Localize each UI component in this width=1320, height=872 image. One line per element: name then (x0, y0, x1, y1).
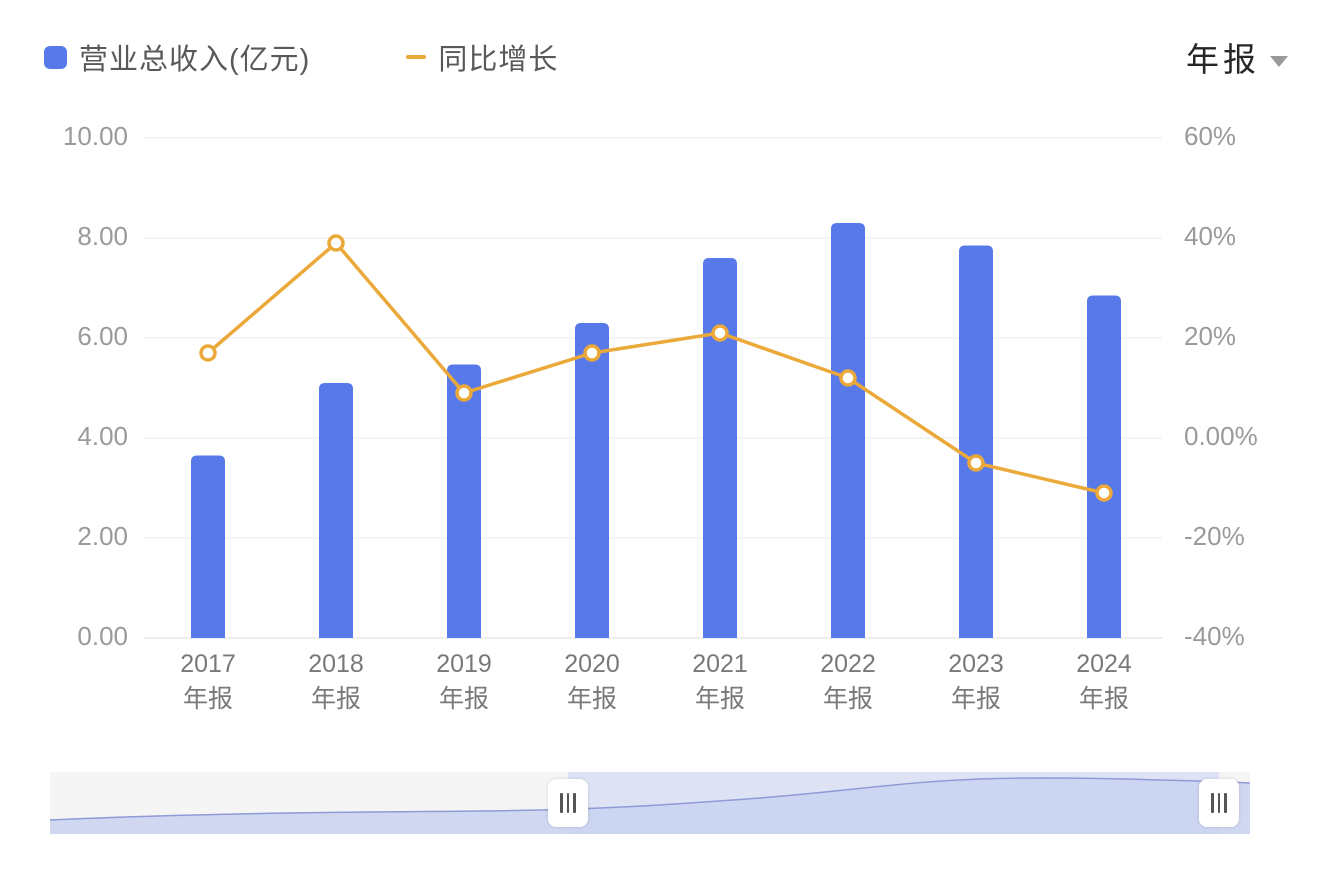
svg-text:2017: 2017 (180, 650, 236, 678)
svg-text:20%: 20% (1184, 321, 1236, 351)
svg-text:年报: 年报 (183, 685, 233, 713)
svg-text:年报: 年报 (1079, 685, 1129, 713)
svg-text:2018: 2018 (308, 650, 364, 678)
svg-text:2020: 2020 (564, 650, 620, 678)
svg-text:0.00: 0.00 (77, 621, 128, 651)
svg-text:2021: 2021 (692, 650, 748, 678)
svg-text:年报: 年报 (951, 685, 1001, 713)
svg-text:年报: 年报 (695, 685, 745, 713)
svg-text:2019: 2019 (436, 650, 492, 678)
svg-text:10.00: 10.00 (63, 121, 128, 151)
svg-text:-40%: -40% (1184, 621, 1245, 651)
svg-text:6.00: 6.00 (77, 321, 128, 351)
svg-text:年报: 年报 (823, 685, 873, 713)
svg-text:2022: 2022 (820, 650, 876, 678)
svg-text:2.00: 2.00 (77, 521, 128, 551)
svg-text:2024: 2024 (1076, 650, 1132, 678)
svg-text:年报: 年报 (567, 685, 617, 713)
svg-text:4.00: 4.00 (77, 421, 128, 451)
svg-text:-20%: -20% (1184, 521, 1245, 551)
svg-text:0.00%: 0.00% (1184, 421, 1258, 451)
svg-text:40%: 40% (1184, 221, 1236, 251)
svg-text:2023: 2023 (948, 650, 1004, 678)
svg-text:年报: 年报 (311, 685, 361, 713)
svg-text:8.00: 8.00 (77, 221, 128, 251)
svg-text:60%: 60% (1184, 121, 1236, 151)
svg-text:年报: 年报 (439, 685, 489, 713)
